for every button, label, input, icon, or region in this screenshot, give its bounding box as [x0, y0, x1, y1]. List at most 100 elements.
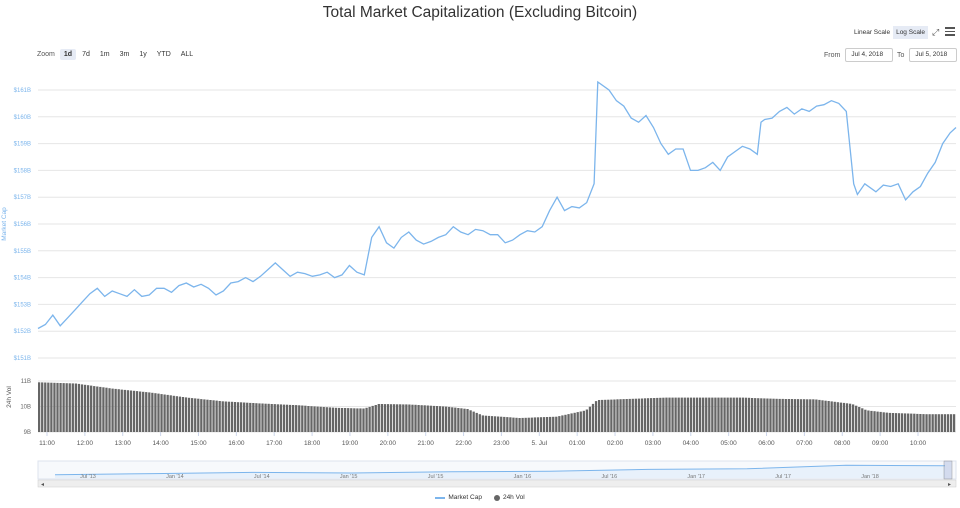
x-tick-label: 14:00	[152, 440, 169, 447]
legend-item-market-cap[interactable]: Market Cap	[435, 494, 482, 501]
zoom-1d-button[interactable]: 1d	[59, 49, 77, 60]
menu-icon[interactable]	[945, 27, 955, 37]
volume-bar	[310, 406, 313, 432]
volume-bar	[536, 417, 540, 432]
x-tick-label: 17:00	[266, 440, 283, 447]
volume-bar	[451, 407, 454, 432]
volume-bar	[423, 405, 426, 432]
volume-bar	[74, 383, 78, 432]
from-date-input[interactable]: Jul 4, 2018	[845, 48, 894, 62]
volume-bar	[601, 399, 604, 432]
volume-bar	[380, 404, 384, 432]
volume-bar	[276, 404, 279, 432]
y-tick-label: $155B	[14, 249, 31, 255]
volume-bar	[851, 404, 855, 432]
linear-scale-button[interactable]: Linear Scale	[853, 29, 891, 36]
volume-bar	[313, 406, 316, 432]
volume-bar	[952, 414, 956, 432]
volume-bar	[157, 393, 160, 432]
volume-bar	[708, 397, 711, 432]
scale-toggle: Linear Scale Log Scale	[851, 26, 928, 39]
volume-bar	[304, 405, 307, 432]
volume-bar	[799, 399, 803, 432]
legend-item-24h-vol[interactable]: 24h Vol	[493, 494, 525, 501]
volume-bar	[861, 408, 864, 432]
y-tick-label: $158B	[14, 168, 31, 174]
volume-bar	[178, 396, 182, 432]
volume-bar	[273, 404, 276, 432]
volume-bar	[545, 417, 549, 432]
volume-bar	[377, 404, 380, 432]
volume-bar	[200, 399, 203, 432]
volume-bar	[337, 407, 341, 432]
volume-bar	[65, 383, 68, 432]
volume-bar	[334, 407, 338, 432]
volume-bar	[209, 400, 212, 432]
volume-bar	[53, 382, 56, 432]
to-label: To	[897, 51, 905, 59]
log-scale-button[interactable]: Log Scale	[893, 26, 928, 39]
volume-bar	[711, 397, 714, 432]
volume-bar	[891, 413, 895, 432]
volume-bar	[429, 405, 432, 432]
navigator-label: Jan '16	[514, 474, 532, 480]
volume-bar	[301, 405, 304, 432]
volume-bar	[203, 399, 206, 432]
to-date-input[interactable]: Jul 5, 2018	[909, 48, 958, 62]
volume-bar	[818, 399, 821, 432]
volume-bar	[463, 408, 466, 432]
volume-bar	[809, 399, 812, 432]
volume-bar	[750, 398, 754, 432]
volume-bar	[934, 414, 937, 432]
volume-bar	[619, 399, 622, 432]
x-tick-label: 23:00	[493, 440, 510, 447]
volume-bar	[500, 416, 503, 432]
volume-bar	[692, 397, 696, 432]
volume-bar	[291, 405, 295, 432]
volume-bar	[610, 399, 613, 432]
zoom-1y-button[interactable]: 1y	[139, 51, 147, 58]
zoom-label: Zoom	[37, 51, 55, 58]
volume-bar	[530, 417, 533, 432]
volume-bar	[83, 384, 87, 432]
volume-bar	[509, 417, 512, 432]
y-tick-label: $153B	[14, 302, 31, 308]
volume-bar	[68, 383, 71, 432]
volume-bar	[466, 409, 469, 432]
volume-bar	[187, 397, 191, 432]
volume-bar	[812, 399, 815, 432]
volume-bar	[717, 397, 720, 432]
volume-bar	[763, 398, 766, 432]
volume-bar	[191, 398, 194, 432]
volume-bar	[295, 405, 298, 432]
zoom-all-button[interactable]: ALL	[180, 51, 194, 58]
fullscreen-icon[interactable]: ⤢	[932, 27, 940, 37]
zoom-7d-button[interactable]: 7d	[82, 51, 90, 58]
volume-bar	[154, 393, 157, 432]
volume-bar	[570, 413, 573, 432]
volume-bar	[411, 404, 414, 432]
volume-bar	[760, 398, 763, 432]
volume-bar	[328, 407, 331, 432]
y-tick-label: $157B	[14, 195, 31, 201]
volume-bar	[490, 416, 494, 432]
volume-bar	[435, 406, 439, 432]
x-tick-label: 16:00	[228, 440, 245, 447]
volume-bar	[261, 403, 264, 432]
volume-bar	[858, 407, 861, 432]
x-tick-label: 03:00	[645, 440, 662, 447]
legend-label-market-cap: Market Cap	[448, 494, 482, 501]
zoom-3m-button[interactable]: 3m	[119, 51, 130, 58]
zoom-1m-button[interactable]: 1m	[99, 51, 110, 58]
to-range: To Jul 5, 2018	[897, 48, 958, 62]
volume-bar	[518, 418, 521, 432]
volume-bar	[331, 407, 335, 432]
navigator-label: Jan '14	[166, 474, 184, 480]
x-tick-label: 10:00	[910, 440, 927, 447]
volume-bar	[671, 397, 674, 432]
volume-bar	[931, 414, 934, 432]
volume-bar	[815, 399, 818, 432]
y-tick-label: $160B	[14, 115, 31, 121]
volume-tick-label: 11B	[21, 379, 31, 385]
zoom-ytd-button[interactable]: YTD	[156, 51, 171, 58]
